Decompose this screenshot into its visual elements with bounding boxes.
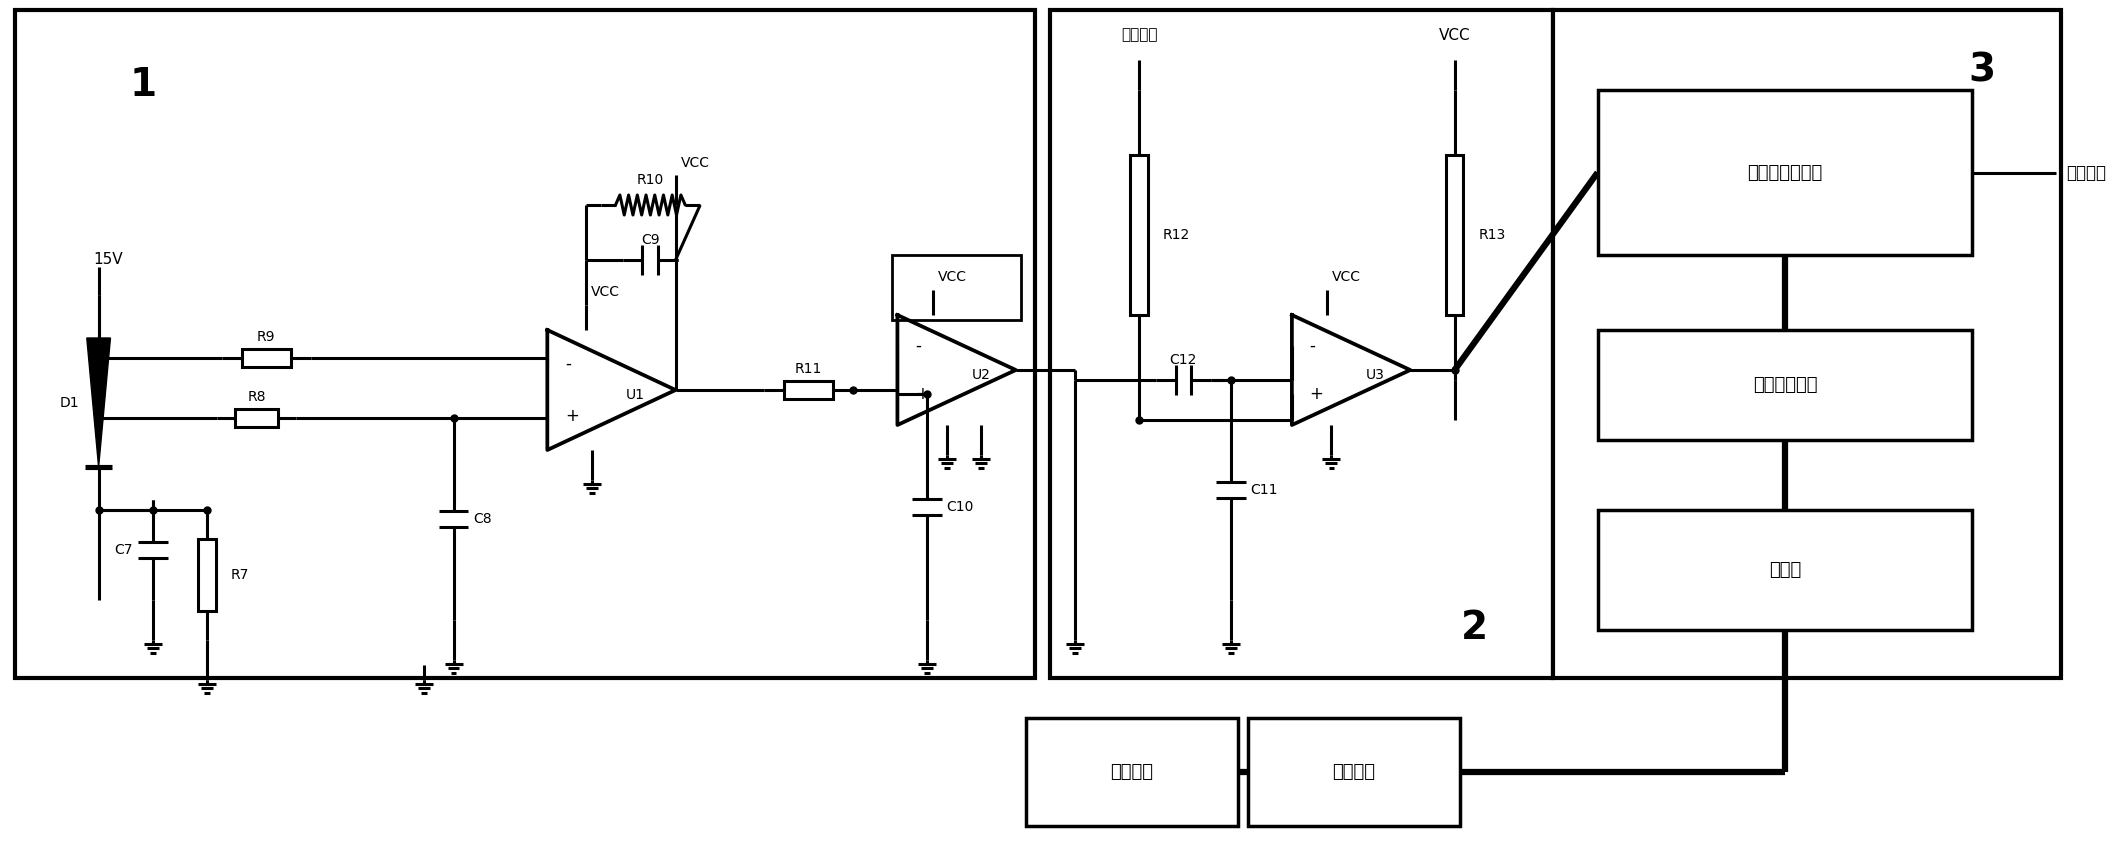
Bar <box>1050 10 1552 678</box>
Text: 光学模块: 光学模块 <box>1109 763 1154 781</box>
Bar <box>1599 330 1972 440</box>
Text: R8: R8 <box>247 390 266 404</box>
Bar <box>234 409 278 427</box>
Bar <box>243 349 291 367</box>
Text: VCC: VCC <box>1333 270 1360 284</box>
Text: VCC: VCC <box>939 270 966 284</box>
Text: U2: U2 <box>972 368 991 382</box>
Text: D1: D1 <box>59 395 78 409</box>
Text: R11: R11 <box>795 362 823 376</box>
Text: 15V: 15V <box>93 253 122 267</box>
Text: 信号输出: 信号输出 <box>2067 163 2107 181</box>
Text: R7: R7 <box>230 568 249 582</box>
Bar <box>198 539 215 610</box>
Text: -: - <box>1310 336 1316 354</box>
Bar <box>1447 155 1464 315</box>
Text: 单稳态触发芯片: 单稳态触发芯片 <box>1748 163 1822 181</box>
Text: +: + <box>1310 385 1324 403</box>
Text: +: + <box>565 407 580 425</box>
Bar <box>1599 90 1972 255</box>
Text: R9: R9 <box>257 330 276 344</box>
Bar <box>1552 10 2060 678</box>
Text: C12: C12 <box>1170 353 1198 367</box>
Bar <box>785 381 833 399</box>
Text: 2: 2 <box>1462 609 1487 647</box>
Text: 3: 3 <box>1968 51 1995 89</box>
Text: 偏置电压: 偏置电压 <box>1120 27 1158 43</box>
Text: C9: C9 <box>641 233 660 247</box>
Text: U1: U1 <box>626 388 645 402</box>
Text: -: - <box>565 354 572 372</box>
Text: R10: R10 <box>637 173 664 187</box>
Bar <box>1249 718 1459 826</box>
Text: C7: C7 <box>114 543 133 557</box>
Bar <box>1599 510 1972 630</box>
Text: VCC: VCC <box>1438 27 1470 43</box>
Bar <box>1130 155 1147 315</box>
Text: 单片机: 单片机 <box>1769 561 1801 579</box>
Text: C11: C11 <box>1251 483 1278 497</box>
Text: R13: R13 <box>1478 228 1506 242</box>
Text: 电路模块: 电路模块 <box>1333 763 1375 781</box>
Bar <box>892 255 1021 320</box>
Text: R12: R12 <box>1162 228 1189 242</box>
Text: C10: C10 <box>947 500 974 514</box>
Polygon shape <box>86 338 110 467</box>
Text: -: - <box>915 336 922 354</box>
Text: 可调达电位器: 可调达电位器 <box>1753 376 1818 394</box>
Text: C8: C8 <box>472 512 491 526</box>
Bar <box>15 10 1036 678</box>
Text: +: + <box>915 385 930 403</box>
Text: VCC: VCC <box>681 156 709 170</box>
Bar <box>1025 718 1238 826</box>
Text: U3: U3 <box>1367 368 1386 382</box>
Text: 1: 1 <box>129 66 156 104</box>
Text: VCC: VCC <box>591 285 620 299</box>
